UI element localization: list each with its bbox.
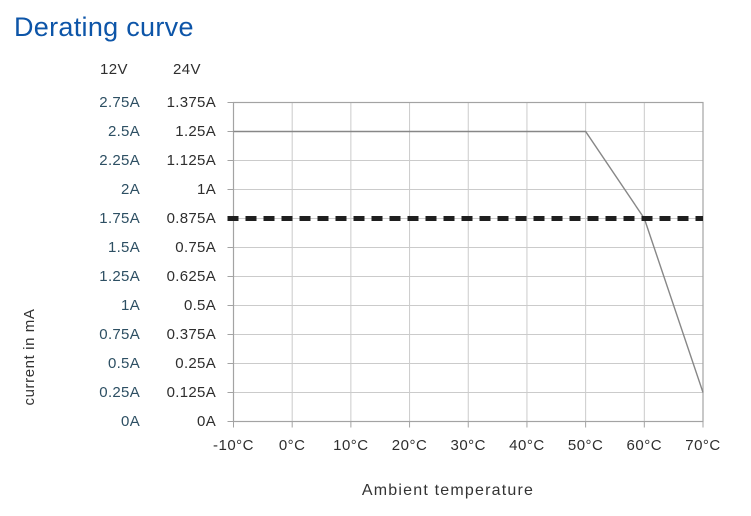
x-tick-label: 70°C xyxy=(685,437,721,454)
y-tick-label-24v: 0.125A xyxy=(166,383,216,401)
x-tick-label: 20°C xyxy=(391,437,428,454)
y-tick-label-12v: 1.25A xyxy=(99,267,140,285)
y-tick-label-12v: 0.25A xyxy=(99,383,140,401)
y-tick-label-24v: 1.25A xyxy=(175,122,216,140)
y-tick-label-24v: 1.375A xyxy=(166,93,216,111)
y-tick-label-12v: 1.75A xyxy=(99,209,140,227)
y-tick-label-24v: 0.25A xyxy=(175,354,216,372)
x-tick-label: 30°C xyxy=(450,437,486,454)
y-tick-label-24v: 1.125A xyxy=(166,151,216,169)
x-tick-label: 0°C xyxy=(278,437,306,454)
y-tick-label-24v: 0.625A xyxy=(166,267,216,285)
y-tick-label-24v: 0.875A xyxy=(166,209,216,227)
x-tick-label: 40°C xyxy=(509,437,545,454)
y-axis-column-header-24v: 24V xyxy=(173,61,201,78)
y-tick-label-24v: 0.375A xyxy=(166,325,216,343)
x-tick-label: 50°C xyxy=(567,437,604,454)
y-tick-label-24v: 0.75A xyxy=(175,238,216,256)
y-tick-label-12v: 0A xyxy=(121,412,140,430)
y-axis-column-header-12v: 12V xyxy=(100,61,128,78)
y-tick-label-12v: 0.5A xyxy=(107,354,140,372)
y-tick-label-12v: 2.75A xyxy=(99,93,140,111)
y-tick-label-12v: 2A xyxy=(121,180,140,198)
chart-title: Derating curve xyxy=(14,12,194,42)
x-tick-label: 10°C xyxy=(333,437,369,454)
y-tick-label-12v: 1.5A xyxy=(107,238,140,256)
y-tick-label-24v: 0A xyxy=(197,412,216,430)
y-tick-label-24v: 0.5A xyxy=(183,296,216,314)
x-tick-label: -10°C xyxy=(212,437,254,454)
x-tick-label: 60°C xyxy=(626,437,663,454)
y-tick-label-12v: 2.25A xyxy=(99,151,140,169)
y-tick-label-12v: 1A xyxy=(121,296,140,314)
y-tick-label-12v: 2.5A xyxy=(107,122,140,140)
y-tick-label-24v: 1A xyxy=(197,180,216,198)
derating-curve-line xyxy=(233,130,704,393)
x-axis-title: Ambient temperature xyxy=(361,482,535,499)
y-tick-label-12v: 0.75A xyxy=(99,325,140,343)
